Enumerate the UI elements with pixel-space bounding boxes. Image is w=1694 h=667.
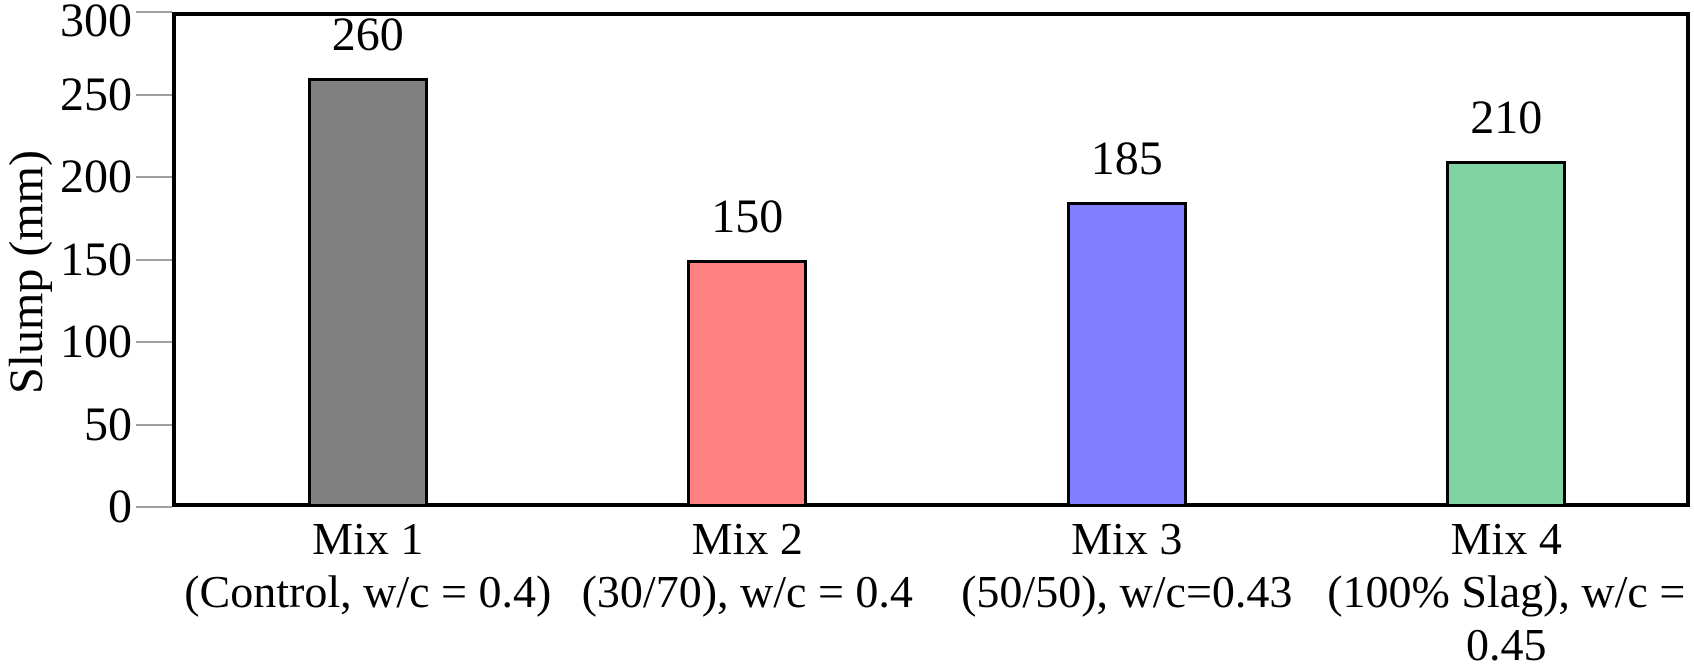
x-category-label-mix-1-line-2: (Control, w/c = 0.4) (184, 566, 552, 617)
y-tick-mark (136, 506, 172, 508)
plot-area-frame (172, 12, 1690, 507)
y-tick-label: 150 (60, 232, 132, 286)
y-tick-mark (136, 341, 172, 343)
y-tick-mark (136, 11, 172, 13)
y-tick-label: 300 (60, 0, 132, 47)
x-category-label-mix-4-line-1: Mix 4 (1450, 513, 1562, 564)
y-tick-label: 100 (60, 315, 132, 368)
x-category-label-mix-4-line-2: (100% Slag), w/c = (1327, 566, 1686, 617)
bar-value-label-mix-4: 210 (1470, 90, 1543, 144)
bar-mix-4 (1446, 160, 1567, 507)
x-category-label-mix-2-line-2: (30/70), w/c = 0.4 (581, 566, 913, 617)
bar-value-label-mix-1: 260 (331, 8, 404, 61)
y-tick-mark (136, 176, 172, 178)
x-category-label-mix-4-line-3: 0.45 (1466, 619, 1547, 667)
y-tick-label: 200 (60, 150, 132, 203)
y-tick-mark (136, 423, 172, 426)
x-category-label-mix-1-line-1: Mix 1 (312, 513, 424, 564)
bar-mix-1 (307, 78, 428, 507)
bar-value-label-mix-3: 185 (1090, 131, 1163, 185)
bar-mix-3 (1066, 201, 1187, 507)
y-tick-mark (136, 93, 172, 96)
y-tick-mark (136, 258, 172, 261)
y-tick-label: 250 (60, 67, 132, 121)
x-category-label-mix-2-line-1: Mix 2 (691, 513, 803, 564)
y-tick-label: 0 (108, 480, 132, 533)
x-category-label-mix-3-line-1: Mix 3 (1071, 513, 1183, 564)
bar-value-label-mix-2: 150 (711, 189, 784, 243)
x-category-label-mix-3-line-2: (50/50), w/c=0.43 (961, 566, 1293, 617)
bar-mix-2 (687, 259, 808, 507)
y-tick-label: 50 (84, 397, 132, 451)
